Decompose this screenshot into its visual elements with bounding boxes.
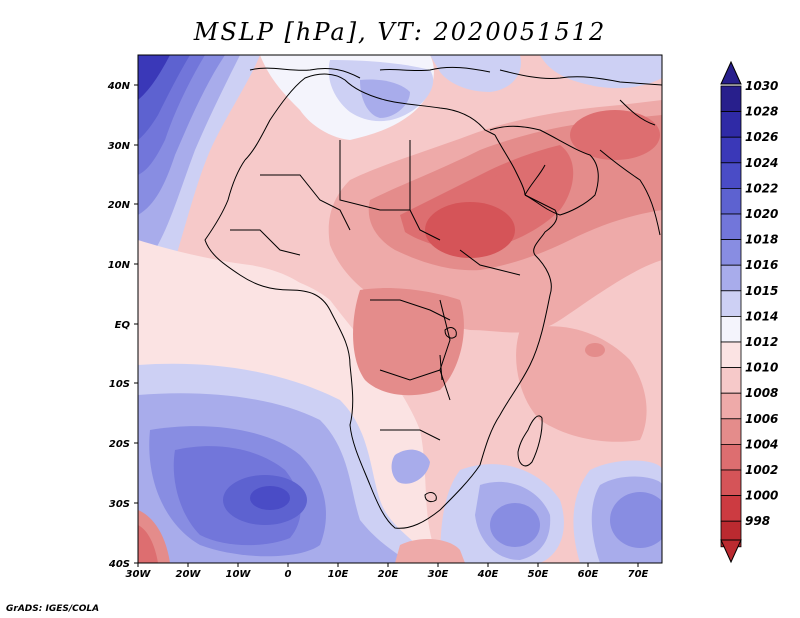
colorbar-swatch (720, 136, 742, 164)
lon-label: 10E (328, 569, 349, 580)
colorbar-label: 1024 (745, 156, 778, 170)
colorbar-swatch (720, 367, 742, 394)
colorbar-swatch (720, 239, 742, 266)
colorbar-swatch (720, 187, 742, 215)
software-credit: GrADS: IGES/COLA (6, 604, 100, 614)
colorbar-swatch (720, 111, 742, 138)
map-frame (137, 54, 663, 564)
lat-label: 30N (108, 141, 131, 152)
pressure-field (138, 55, 662, 563)
lon-label: 50E (528, 569, 549, 580)
lon-label: 30E (428, 569, 449, 580)
colorbar-swatch (720, 315, 742, 343)
colorbar-bottom-arrow (720, 539, 742, 564)
colorbar-label: 1014 (745, 309, 778, 323)
coastlines-and-borders (204, 66, 662, 529)
colorbar-label: 1004 (745, 437, 778, 451)
colorbar-label: 1000 (745, 489, 778, 503)
lon-label: 70E (628, 569, 649, 580)
lon-label: 40E (477, 569, 499, 580)
colorbar-label: 998 (745, 514, 770, 528)
colorbar-label: 1022 (745, 181, 778, 195)
lon-label: 20E (378, 569, 399, 580)
lat-label: 10N (108, 260, 131, 271)
lat-label: 40S (108, 559, 130, 570)
lat-label: 30S (109, 499, 130, 510)
map-title: MSLP [hPa], VT: 2020051512 (193, 18, 607, 46)
colorbar-label: 1006 (745, 412, 778, 426)
lat-label: 20N (108, 200, 131, 211)
colorbar-label: 1026 (745, 130, 778, 144)
lat-label: 40N (107, 81, 131, 92)
colorbar: 1030 1028 1026 1024 1022 1020 1018 1016 1015 1014… (720, 60, 778, 564)
colorbar-swatch (720, 290, 742, 317)
axis-ticks (134, 84, 639, 567)
colorbar-label: 1008 (745, 386, 778, 400)
colorbar-label: 1002 (745, 463, 778, 477)
colorbar-swatch (720, 469, 742, 497)
latitude-labels: 40N 30N 20N 10N EQ 10S 20S 30S 40S (107, 81, 131, 570)
colorbar-swatch (720, 162, 742, 189)
colorbar-swatch (720, 85, 742, 113)
colorbar-swatch (720, 495, 742, 522)
colorbar-swatch (720, 264, 742, 292)
lon-label: 10W (226, 569, 252, 580)
lon-label: 20W (176, 569, 202, 580)
colorbar-label: 1016 (745, 258, 778, 272)
colorbar-swatch (720, 418, 742, 445)
lat-label: EQ (115, 320, 131, 331)
colorbar-swatch (720, 392, 742, 420)
lat-label: 10S (109, 379, 130, 390)
longitude-labels: 30W 20W 10W 0 10E 20E 30E 40E 50E 60E 70… (126, 569, 649, 580)
lon-label: 30W (126, 569, 152, 580)
colorbar-label: 1020 (745, 207, 778, 221)
lat-label: 20S (109, 439, 130, 450)
colorbar-label: 1015 (745, 284, 778, 298)
lon-label: 0 (285, 569, 292, 580)
colorbar-label: 1010 (745, 361, 778, 375)
colorbar-swatch (720, 443, 742, 471)
colorbar-swatch (720, 341, 742, 369)
colorbar-label: 1030 (745, 79, 778, 93)
colorbar-swatch (720, 213, 742, 241)
colorbar-label: 1028 (745, 105, 778, 119)
colorbar-label: 1018 (745, 233, 778, 247)
colorbar-label: 1012 (745, 335, 778, 349)
colorbar-top-arrow (720, 60, 742, 85)
lon-label: 60E (578, 569, 599, 580)
